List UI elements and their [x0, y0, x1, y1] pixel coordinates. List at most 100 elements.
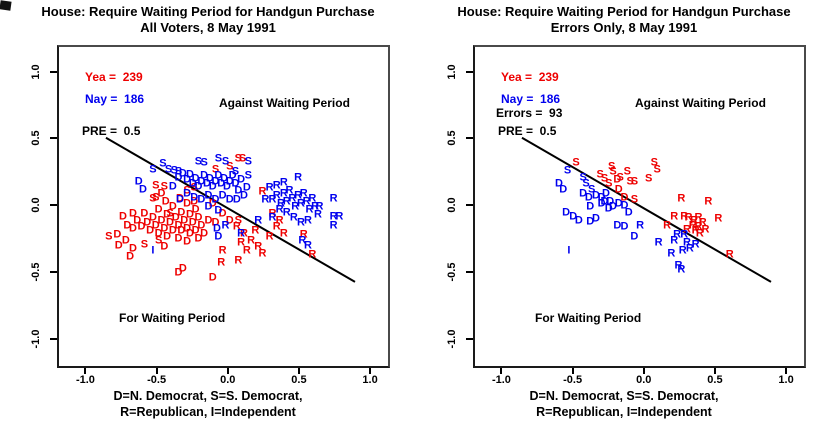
data-point-nay-R: R [299, 187, 308, 200]
data-point-nay-R: R [265, 181, 274, 194]
data-point-nay-D: D [191, 172, 200, 185]
data-point-yea-D: D [166, 216, 174, 229]
y-tick-mark [50, 70, 57, 73]
data-point-nay-D: D [606, 195, 615, 208]
data-point-yea-S: S [630, 193, 639, 206]
data-point-nay-D: D [134, 175, 143, 188]
x-axis-label-line2: R=Republican, I=Independent [120, 405, 296, 419]
data-point-yea-D: D [154, 203, 163, 216]
x-tick-label: 0.5 [707, 374, 723, 386]
data-point-nay-D: D [586, 200, 595, 213]
data-point-yea-R: R [704, 195, 713, 208]
data-point-nay-R: R [296, 216, 305, 229]
legend-nay-count: Nay = 186 [85, 92, 145, 106]
data-point-nay-D: D [211, 175, 220, 188]
data-point-nay-D: D [232, 193, 241, 206]
figure-title: House: Require Waiting Period for Handgu… [457, 4, 791, 19]
x-tick-label: -0.5 [147, 374, 167, 386]
data-point-nay-R: R [277, 197, 285, 210]
data-point-nay-D: D [183, 187, 192, 200]
data-point-yea-R: R [684, 211, 693, 224]
data-point-nay-D: D [591, 212, 600, 225]
data-point-nay-D: D [613, 219, 622, 232]
data-point-yea-S: S [152, 191, 160, 204]
data-point-yea-R: R [694, 211, 703, 224]
data-point-nay-D: D [188, 177, 197, 190]
data-point-nay-D: D [240, 189, 248, 202]
data-point-yea-S: S [154, 234, 163, 247]
data-point-nay-R: R [329, 192, 338, 205]
x-tick-label: 0.0 [636, 374, 652, 386]
data-point-yea-S: S [609, 165, 617, 178]
data-point-yea-D: D [188, 216, 197, 229]
x-tick-mark [571, 368, 574, 374]
y-tick-label: -0.5 [446, 262, 458, 282]
data-point-nay-D: D [562, 206, 571, 218]
y-tick-mark [50, 337, 57, 340]
data-point-yea-R: R [268, 207, 277, 220]
data-point-nay-R: R [302, 195, 311, 208]
data-point-yea-R: R [240, 227, 248, 240]
data-point-yea-D: D [148, 211, 157, 224]
data-point-nay-R: R [272, 189, 281, 202]
data-point-nay-I: I [567, 244, 571, 257]
data-point-nay-D: D [228, 169, 237, 182]
data-point-nay-S: S [164, 163, 173, 176]
data-point-yea-R: R [258, 185, 267, 198]
data-point-yea-D: D [177, 224, 186, 237]
data-point-yea-D: D [140, 207, 149, 220]
data-point-nay-S: S [244, 155, 252, 168]
y-tick-mark [50, 204, 57, 207]
data-point-yea-D: D [183, 197, 192, 210]
data-point-yea-S: S [234, 214, 242, 226]
data-point-nay-S: S [149, 163, 157, 176]
data-point-yea-D: D [191, 224, 200, 237]
data-point-yea-R: R [299, 228, 308, 241]
data-point-nay-R: R [305, 203, 314, 216]
x-axis-label-line2: R=Republican, I=Independent [536, 405, 712, 419]
data-point-nay-D: D [138, 183, 147, 196]
y-tick-mark [50, 270, 57, 273]
x-tick-mark [297, 368, 300, 374]
data-point-nay-D: D [204, 200, 213, 213]
data-point-yea-D: D [163, 208, 172, 221]
data-point-yea-D: D [178, 262, 187, 275]
data-point-yea-R: R [217, 256, 226, 269]
data-point-yea-D: D [143, 216, 152, 229]
legend-nay-count: Nay = 186 [501, 92, 561, 106]
data-point-yea-R: R [258, 247, 267, 260]
x-tick-label: 1.0 [362, 374, 378, 386]
data-point-yea-R: R [683, 223, 692, 236]
y-tick-label: 0.5 [446, 130, 458, 147]
data-point-yea-D: D [208, 271, 217, 284]
data-point-yea-S: S [623, 165, 631, 178]
data-point-yea-S: S [653, 163, 661, 176]
data-point-nay-D: D [217, 177, 226, 190]
data-point-nay-R: R [282, 206, 291, 218]
data-point-nay-S: S [170, 164, 178, 177]
x-tick-label: -1.0 [75, 374, 95, 386]
data-point-nay-D: D [212, 222, 221, 235]
data-point-yea-R: R [251, 224, 260, 237]
data-point-yea-R: R [694, 220, 703, 233]
data-point-nay-R: R [268, 211, 277, 224]
data-point-yea-S: S [190, 181, 198, 194]
data-point-yea-S: S [605, 177, 613, 190]
data-point-nay-D: D [597, 191, 606, 204]
y-tick-label: -1.0 [30, 329, 42, 349]
legend-errors-count: Errors = 93 [496, 106, 563, 120]
data-point-nay-R: R [261, 193, 270, 206]
data-point-nay-R: R [298, 234, 307, 247]
data-point-nay-D: D [220, 172, 229, 185]
data-point-yea-R: R [690, 214, 699, 226]
data-point-yea-D: D [157, 214, 166, 226]
data-point-nay-S: S [200, 156, 208, 169]
data-point-nay-D: D [197, 175, 206, 188]
data-point-nay-R: R [289, 211, 298, 224]
data-point-yea-R: R [272, 220, 281, 233]
data-point-yea-R: R [695, 227, 704, 240]
data-point-yea-D: D [185, 227, 194, 240]
data-point-yea-R: R [247, 234, 256, 247]
x-tick-label: 0.5 [291, 374, 307, 386]
